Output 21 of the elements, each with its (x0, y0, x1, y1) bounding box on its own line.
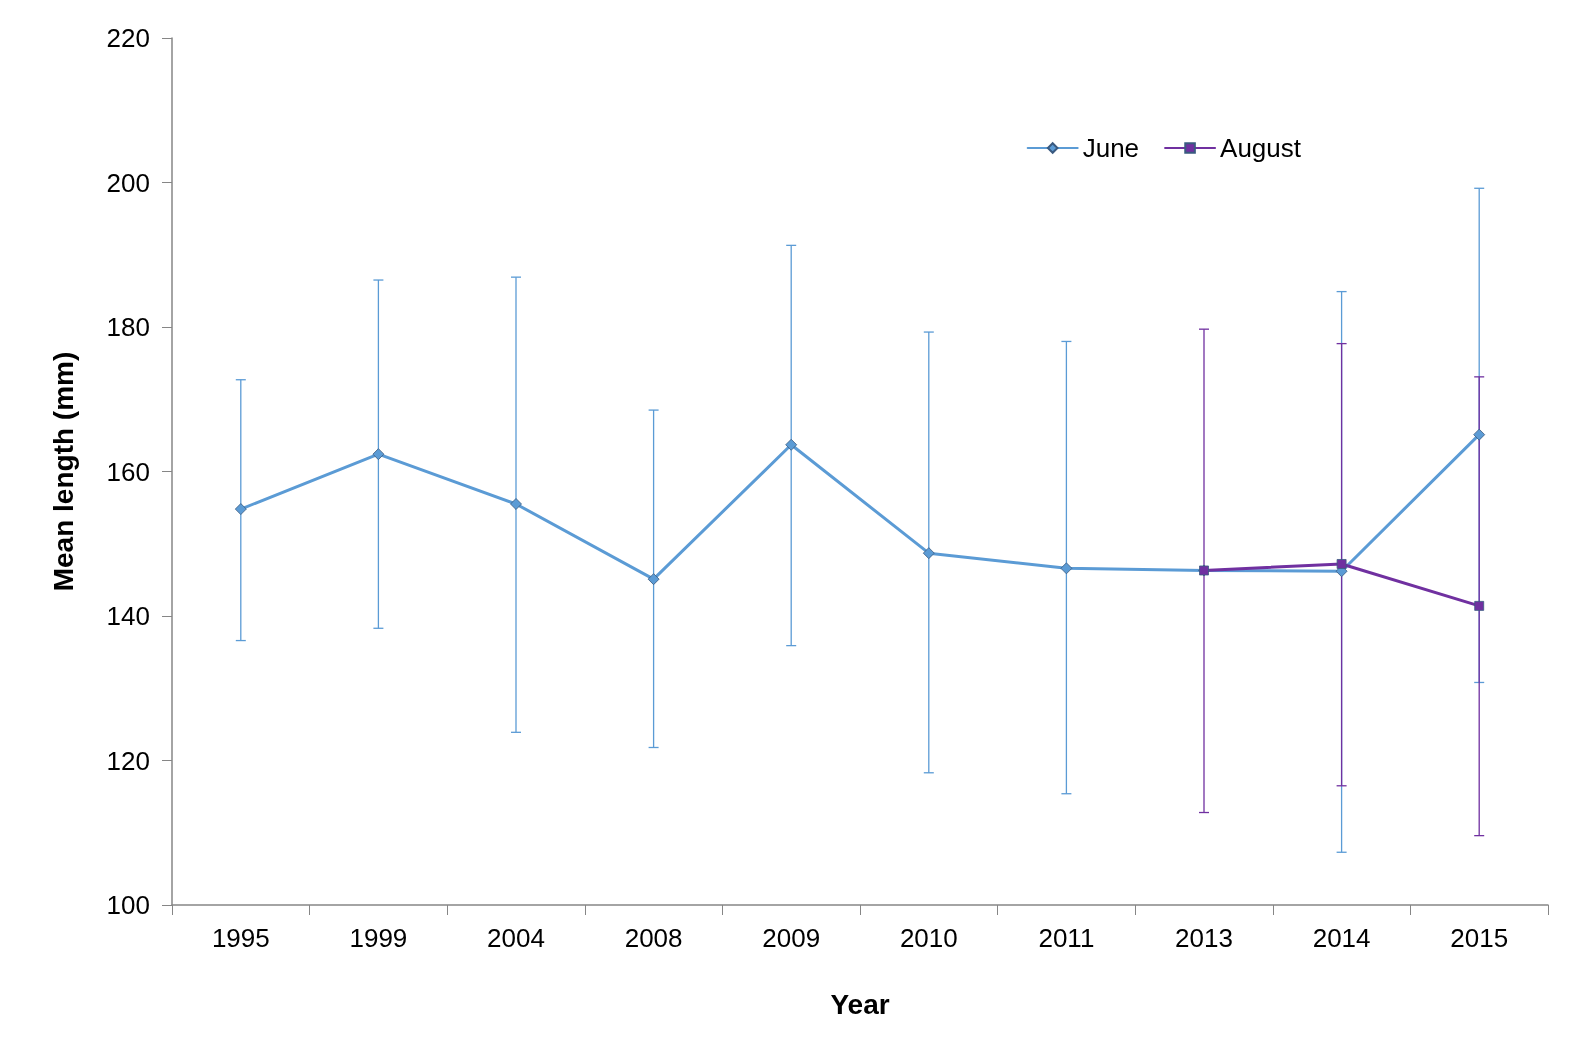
x-tick-label: 2014 (1312, 923, 1371, 953)
x-tick-label: 2008 (624, 923, 683, 953)
y-tick-label: 120 (106, 745, 150, 776)
legend-label: August (1220, 133, 1302, 163)
x-tick-label: 1995 (211, 923, 270, 953)
y-tick-label: 180 (106, 312, 150, 342)
y-tick-label: 100 (106, 890, 150, 920)
legend-label: June (1082, 133, 1140, 163)
x-tick-label: 2004 (487, 923, 545, 953)
y-tick-label: 140 (106, 601, 150, 631)
x-tick-label: 2013 (1175, 923, 1233, 953)
y-tick-label: 160 (106, 456, 150, 487)
y-tick-label: 200 (106, 167, 150, 198)
x-axis-title: Year (830, 988, 890, 1020)
x-tick-label: 1999 (349, 923, 408, 953)
y-axis-title: Mean length (mm) (47, 351, 79, 592)
x-tick-label: 2010 (899, 923, 958, 953)
x-tick-label: 2009 (762, 923, 821, 953)
y-tick-label: 220 (106, 23, 150, 53)
x-tick-label: 2011 (1038, 923, 1095, 953)
x-tick-label: 2015 (1450, 923, 1509, 953)
